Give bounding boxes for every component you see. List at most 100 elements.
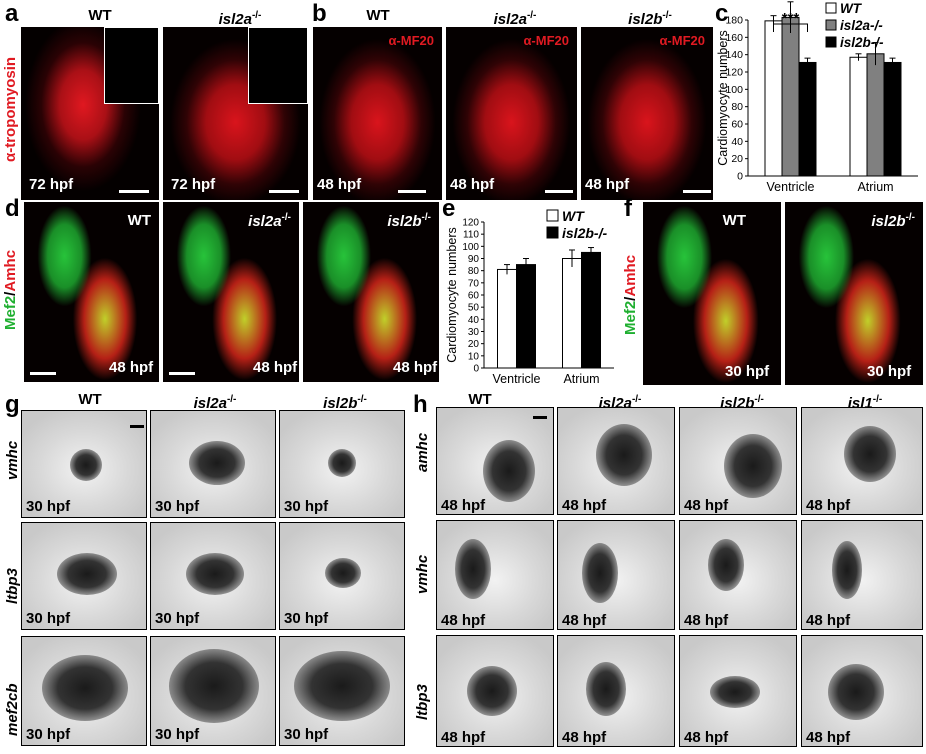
panel-d-title-isl2a: isl2a-/- [248, 212, 291, 230]
significance-marker: *** [782, 10, 800, 27]
panel-g-image-isl2b-mef2cb: 30 hpf [279, 636, 405, 746]
panel-h-time: 48 hpf [684, 497, 729, 514]
y-tick-label: 110 [463, 230, 479, 241]
panel-h-image-isl2b-amhc: 48 hpf [679, 407, 797, 515]
panel-g-signal [169, 649, 259, 723]
y-tick-label: 40 [731, 136, 743, 148]
panel-h-signal [724, 434, 782, 498]
bar [497, 268, 517, 369]
panel-g-time: 30 hpf [284, 498, 329, 515]
y-tick-label: 180 [725, 15, 743, 27]
y-tick-label: 90 [468, 254, 480, 265]
panel-a-scalebar-isl2a [269, 190, 299, 193]
y-tick-label: 70 [468, 278, 480, 289]
y-tick-label: 40 [468, 315, 480, 326]
category-label: Atrium [563, 372, 599, 386]
significance-bracket [773, 23, 808, 32]
panel-h-time: 48 hpf [684, 729, 729, 746]
bar [781, 16, 800, 177]
panel-h-time: 48 hpf [562, 612, 607, 629]
legend-swatch [825, 2, 837, 14]
panel-h-scalebar [533, 416, 547, 419]
panel-g-time: 30 hpf [284, 610, 329, 627]
panel-f-title-isl2b: isl2b-/- [871, 212, 915, 230]
y-tick-label: 120 [725, 67, 743, 79]
bar [581, 251, 601, 369]
y-tick-label: 20 [468, 339, 480, 350]
panel-d-time-isl2b: 48 hpf [393, 359, 438, 376]
panel-g-time: 30 hpf [26, 498, 71, 515]
panel-b-stain-isl2a: α-MF20 [523, 33, 569, 48]
panel-h-image-isl2b-vmhc: 48 hpf [679, 520, 797, 630]
panel-h-signal [844, 426, 896, 482]
panel-h-image-isl1-vmhc: 48 hpf [801, 520, 923, 630]
y-tick-label: 0 [737, 171, 743, 183]
panel-a-title-wt: WT [88, 7, 112, 24]
panel-b-time-isl2b: 48 hpf [585, 176, 630, 193]
panel-g-row-label-1: ltbp3 [4, 568, 21, 604]
panel-f-title-wt: WT [722, 212, 746, 229]
panel-h-image-isl2b-ltbp3: 48 hpf [679, 635, 797, 747]
panel-h-image-isl1-ltbp3: 48 hpf [801, 635, 923, 747]
panel-g-title-isl2b: isl2b-/- [323, 394, 367, 412]
panel-g-image-isl2b-vmhc: 30 hpf [279, 410, 405, 518]
panel-g-scalebar [130, 425, 144, 428]
panel-b-time-wt: 48 hpf [317, 176, 362, 193]
panel-b-image-isl2b: α-MF20 48 hpf [581, 27, 713, 200]
legend-swatch [546, 209, 559, 222]
panel-f-time-isl2b: 30 hpf [867, 363, 912, 380]
panel-a-image-wt: 72 hpf [21, 27, 159, 200]
y-tick-label: 140 [725, 49, 743, 61]
panel-h-signal [483, 440, 535, 502]
panel-h-signal [582, 543, 618, 603]
panel-b-stain-isl2b: α-MF20 [659, 33, 705, 48]
panel-h-signal [586, 662, 626, 716]
legend-swatch [825, 36, 837, 48]
y-tick-label: 100 [725, 84, 743, 96]
bar [883, 61, 902, 177]
bar [866, 53, 885, 177]
panel-h-image-isl2a-amhc: 48 hpf [557, 407, 675, 515]
panel-g-image-isl2b-ltbp3: 30 hpf [279, 522, 405, 630]
y-tick-label: 120 [462, 218, 479, 229]
panel-h-image-wt-ltbp3: 48 hpf [436, 635, 554, 747]
panel-label-h: h [413, 391, 428, 418]
y-tick-label: 10 [468, 351, 480, 362]
panel-d-time-wt: 48 hpf [109, 359, 154, 376]
panel-h-signal [596, 424, 652, 486]
panel-h-signal [710, 676, 760, 708]
panel-h-signal [828, 664, 884, 720]
bar [764, 20, 783, 177]
legend-swatch [546, 226, 559, 239]
panel-g-image-isl2a-ltbp3: 30 hpf [150, 522, 276, 630]
panel-h-signal [467, 666, 517, 716]
panel-d-title-wt: WT [127, 212, 151, 229]
panel-h-signal [455, 539, 491, 599]
panel-g-time: 30 hpf [155, 610, 200, 627]
panel-b-scalebar-wt [398, 190, 426, 193]
panel-a-scalebar-wt [119, 190, 149, 193]
panel-d-image-wt: WT 48 hpf [24, 202, 159, 382]
panel-a-inset-wt [104, 27, 159, 104]
panel-b-image-isl2a: α-MF20 48 hpf [446, 27, 577, 200]
y-tick-label: 30 [468, 327, 480, 338]
panel-h-image-isl1-amhc: 48 hpf [801, 407, 923, 515]
panel-g-image-wt-mef2cb: 30 hpf [21, 636, 147, 746]
panel-label-g: g [5, 391, 20, 418]
panel-h-title-wt: WT [468, 391, 492, 408]
legend-label: WT [840, 1, 863, 16]
panel-g-title-wt: WT [78, 391, 102, 408]
panel-f-stain-label: Mef2/Amhc [622, 254, 639, 335]
panel-g-signal [186, 553, 244, 595]
panel-b-title-wt: WT [366, 7, 390, 24]
panel-h-image-wt-amhc: 48 hpf [436, 407, 554, 515]
panel-d-image-isl2a: isl2a-/- 48 hpf [163, 202, 299, 382]
panel-h-time: 48 hpf [562, 729, 607, 746]
category-label: Atrium [857, 180, 893, 194]
panel-a-image-isl2a: 72 hpf [163, 27, 308, 200]
y-tick-label: 50 [468, 303, 480, 314]
panel-h-row-label-2: ltbp3 [414, 684, 431, 720]
y-tick-label: 100 [462, 242, 479, 253]
panel-g-title-isl2a: isl2a-/- [193, 394, 237, 412]
y-tick-label: 160 [725, 32, 743, 44]
